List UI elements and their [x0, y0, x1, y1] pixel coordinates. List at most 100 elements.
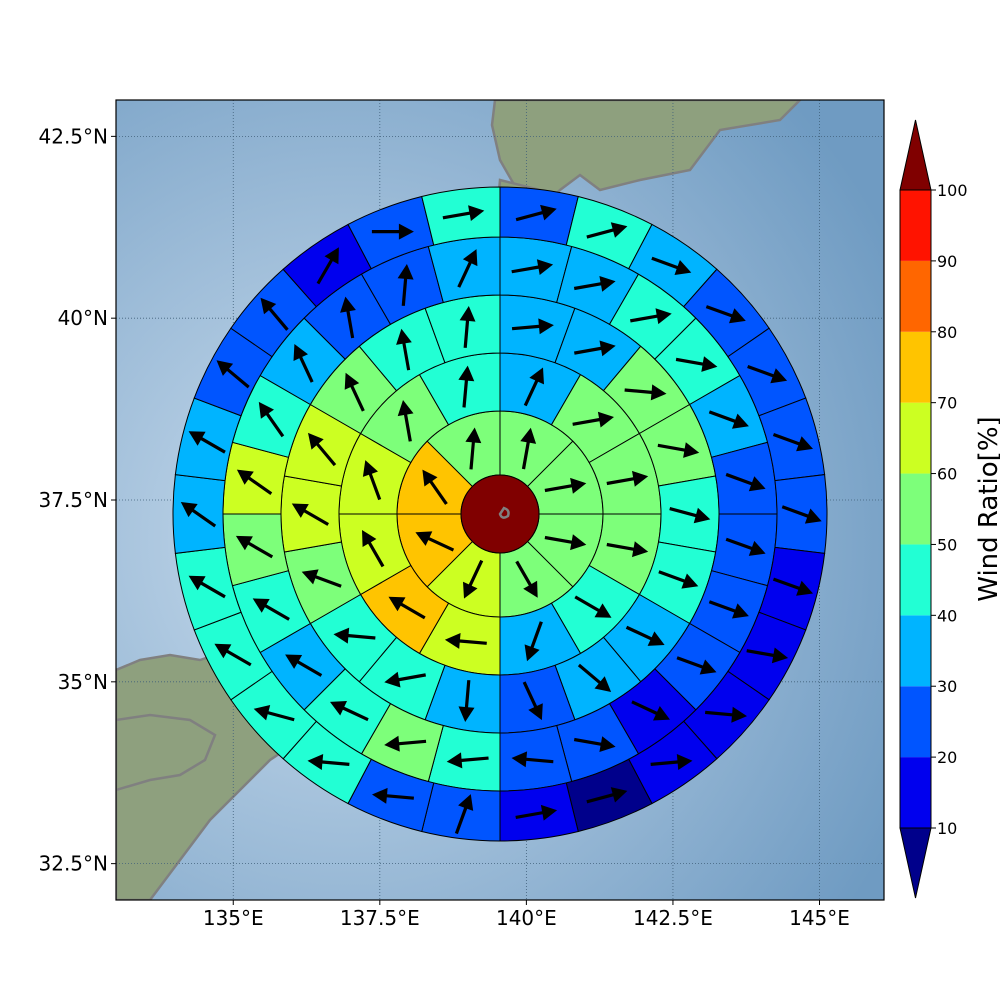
lon-tick-label: 140°E [496, 906, 557, 930]
colorbar-tick-label: 60 [937, 465, 957, 484]
wind-sector [499, 186, 579, 246]
wind-arrow [397, 400, 414, 442]
axis-tick-labels: 42.5°N 40°N 37.5°N 35°N 32.5°N 135°E 137.5°E 14… [39, 124, 850, 930]
colorbar-bin [900, 544, 931, 616]
map-frame [115, 99, 885, 901]
colorbar-outline [899, 189, 932, 829]
wind-arrow [586, 787, 628, 804]
wind-arrow [258, 401, 285, 438]
wind-arrow [625, 625, 665, 646]
wind-arrow [705, 305, 746, 324]
colorbar-bin [900, 260, 931, 332]
lat-tick-label: 40°N [58, 306, 108, 330]
colorbar: 10 20 30 40 50 60 70 80 90 100 Wind Ratio[%] [899, 119, 1000, 899]
wind-arrow [515, 560, 538, 598]
wind-arrow [459, 306, 476, 348]
wind-arrow [444, 633, 487, 649]
wind-arrow [708, 600, 749, 619]
wind-arrow [216, 360, 250, 389]
wind-arrow [606, 470, 649, 487]
wind-arrow [544, 534, 587, 551]
wind-arrow [362, 460, 382, 501]
wind-arrow [301, 569, 342, 588]
wind-arrow [658, 570, 699, 589]
wind-arrow [458, 680, 475, 722]
wind-arrow [362, 530, 385, 568]
lat-tick-label: 35°N [58, 670, 108, 694]
wind-sector [421, 782, 501, 842]
wind-arrow [333, 627, 376, 644]
colorbar-tick-label: 100 [937, 181, 968, 200]
wind-arrow [725, 472, 766, 492]
colorbar-bin [900, 331, 931, 403]
wind-arrow [252, 598, 290, 621]
wind-arrow [344, 372, 365, 412]
wind-arrow [746, 647, 789, 664]
wind-arrow [624, 384, 667, 401]
colorbar-tick-label: 40 [937, 606, 957, 625]
wind-arrow [630, 308, 672, 325]
wind-arrow [235, 535, 274, 559]
wind-arrow [372, 787, 414, 804]
lon-tick-label: 135°E [203, 906, 264, 930]
colorbar-under-arrow [899, 827, 932, 899]
wind-arrow [515, 804, 558, 821]
wind-arrow [772, 577, 813, 596]
wind-arrow [523, 367, 544, 407]
wind-arrow [520, 427, 537, 470]
colorbar-tick-label: 30 [937, 677, 957, 696]
wind-arrow [676, 656, 717, 675]
wind-arrow [631, 700, 670, 721]
wind-arrow [708, 410, 749, 429]
wind-arrow [705, 706, 747, 723]
wind-arrow [511, 751, 554, 768]
colorbar-tick-label: 10 [937, 819, 957, 838]
wind-arrow [454, 794, 474, 835]
wind-arrow [285, 654, 323, 677]
lon-tick-label: 137.5°E [340, 906, 420, 930]
land-hokkaido [490, 100, 802, 207]
colorbar-bin [900, 757, 931, 828]
colorbar-tick-label: 90 [937, 252, 957, 271]
wind-arrow [573, 736, 616, 752]
wind-arrow [307, 754, 350, 770]
wind-arrow [253, 705, 295, 722]
wind-arrow [669, 507, 711, 524]
wind-arrow [446, 752, 489, 769]
wind-arrow [236, 469, 273, 495]
wind-arrow [188, 575, 226, 599]
wind-arrow [422, 469, 448, 505]
wind-arrow [316, 247, 339, 285]
wind-arrow [465, 427, 482, 470]
wind-arrow [293, 344, 314, 383]
wind-arrow [574, 340, 616, 357]
wind-arrow [577, 663, 612, 692]
wind-arrow [457, 249, 478, 288]
wind-arrow [442, 205, 485, 221]
wind-arrow [340, 296, 356, 339]
wind-arrow [657, 442, 700, 458]
wind-arrow [330, 701, 369, 722]
wind-arrow [463, 559, 484, 599]
wind-ratio-sectors [172, 186, 828, 842]
wind-arrow [544, 477, 587, 494]
wind-arrow [781, 505, 822, 524]
wind-arrow [511, 318, 554, 335]
wind-direction-arrows [180, 204, 822, 835]
wind-arrow [606, 541, 649, 558]
wind-arrow [214, 643, 252, 667]
colorbar-tick-label: 70 [937, 394, 957, 413]
wind-arrow [515, 204, 557, 222]
wind-arrow [396, 328, 412, 371]
colorbar-bin [900, 615, 931, 687]
lat-tick-label: 37.5°N [39, 488, 109, 512]
wind-arrow [772, 433, 813, 452]
lat-tick-label: 42.5°N [39, 124, 109, 148]
lat-tick-label: 32.5°N [39, 852, 109, 876]
wind-arrow [384, 671, 426, 688]
colorbar-bin [900, 686, 931, 758]
wind-arrow [572, 411, 614, 428]
colorbar-label: Wind Ratio[%] [974, 416, 1000, 601]
wind-arrow [458, 365, 475, 408]
